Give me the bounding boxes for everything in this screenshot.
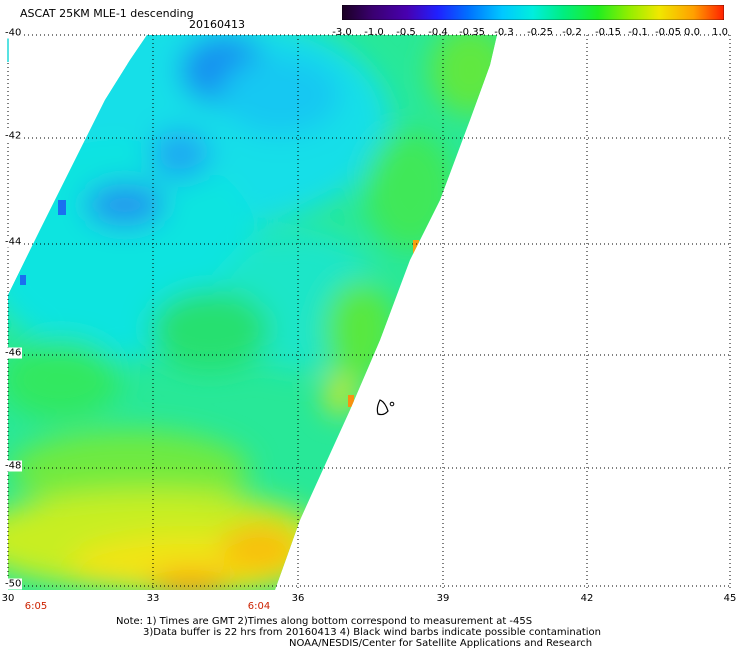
- colorbar-labels: -3.0 -1.0 -0.5 -0.4 -0.35 -0.3 -0.25 -0.…: [332, 27, 732, 39]
- colorbar-label: 0.0: [684, 27, 700, 38]
- product-title: ASCAT 25KM MLE-1 descending: [20, 7, 194, 20]
- lon-label: 45: [723, 593, 737, 604]
- colorbar-label: -0.4: [428, 27, 448, 38]
- note-line-3: NOAA/NESDIS/Center for Satellite Applica…: [289, 638, 593, 649]
- lat-label: -48: [4, 460, 23, 472]
- colorbar-label: -3.0: [332, 27, 352, 38]
- lon-label: 36: [291, 593, 305, 604]
- colorbar-label: 1.0: [712, 27, 728, 38]
- note-line-1: Note: 1) Times are GMT 2)Times along bot…: [116, 616, 533, 627]
- lat-label: -42: [4, 130, 23, 142]
- time-label: 6:05: [24, 601, 48, 612]
- lat-label: -44: [4, 236, 23, 248]
- colorbar-label: -0.1: [628, 27, 648, 38]
- note-line-2: 3)Data buffer is 22 hrs from 20160413 4)…: [143, 627, 601, 638]
- product-date: 20160413: [189, 18, 245, 31]
- lat-label: -46: [4, 347, 23, 359]
- lat-label: -40: [4, 27, 23, 39]
- colorbar-label: -0.5: [396, 27, 416, 38]
- colorbar-label: -0.05: [655, 27, 681, 38]
- lat-label: -50: [4, 578, 23, 590]
- colorbar-label: -0.35: [459, 27, 485, 38]
- lon-label: 33: [146, 593, 160, 604]
- time-label: 6:04: [247, 601, 271, 612]
- colorbar-label: -0.3: [494, 27, 514, 38]
- colorbar-label: -1.0: [364, 27, 384, 38]
- graticule: [7, 34, 731, 590]
- lon-label: 39: [436, 593, 450, 604]
- lon-label: 42: [580, 593, 594, 604]
- island-outline: [376, 399, 389, 416]
- colorbar-label: -0.15: [595, 27, 621, 38]
- colorbar: [342, 5, 724, 20]
- lon-label: 30: [1, 593, 15, 604]
- colorbar-label: -0.2: [562, 27, 582, 38]
- swath-data: [8, 35, 497, 590]
- colorbar-label: -0.25: [527, 27, 553, 38]
